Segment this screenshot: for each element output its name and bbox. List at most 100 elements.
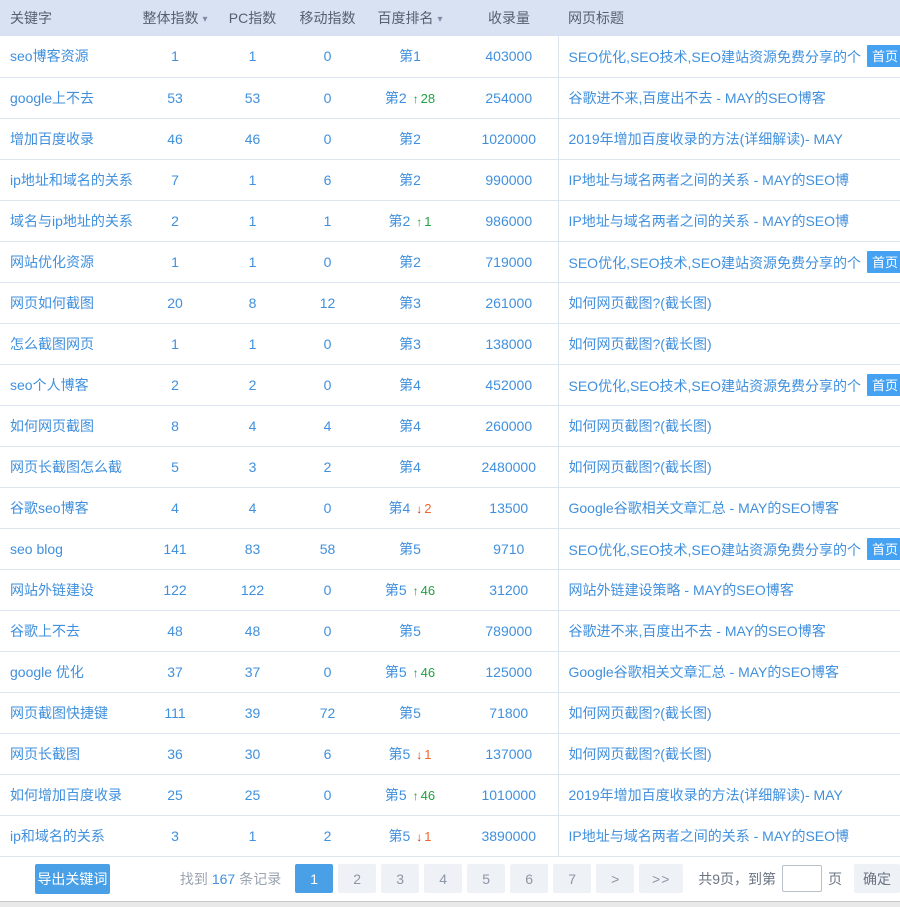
keyword-link[interactable]: 网页如何截图: [10, 294, 94, 311]
keyword-link[interactable]: 谷歌seo博客: [10, 499, 89, 516]
column-label: PC指数: [228, 10, 277, 26]
keyword-link[interactable]: seo blog: [10, 540, 63, 557]
baidu-rank-cell: 第5: [360, 610, 460, 652]
page-title-text: 如何网页截图?(截长图): [568, 335, 712, 352]
rank-position: 第3: [399, 294, 421, 311]
rank-down-icon: ↓: [416, 829, 423, 844]
page-title-text: 谷歌进不来,百度出不去 - MAY的SEO博客: [568, 89, 826, 106]
next-page-button[interactable]: >: [596, 864, 635, 894]
column-header-4[interactable]: 百度排名 ▾: [360, 0, 460, 36]
page-title-text: 如何网页截图?(截长图): [568, 417, 712, 434]
keyword-link[interactable]: 如何增加百度收录: [10, 786, 122, 803]
page-button-3[interactable]: 3: [381, 864, 420, 894]
page-title-cell: 如何网页截图?(截长图): [557, 405, 900, 447]
keyword-cell: 增加百度收录: [0, 118, 140, 160]
goto-page-input[interactable]: [782, 865, 822, 893]
baidu-rank-cell: 第2: [360, 159, 460, 201]
indexed-volume-cell: 9710: [460, 528, 558, 570]
baidu-rank-cell: 第5 ↑ 46: [360, 569, 460, 611]
indexed-volume-cell: 452000: [460, 364, 558, 406]
overall-index-cell: 3: [140, 815, 210, 857]
page-button-6[interactable]: 6: [510, 864, 549, 894]
column-header-1[interactable]: 整体指数 ▾: [140, 0, 210, 36]
keyword-link[interactable]: 网页长截图: [10, 745, 80, 762]
export-keywords-button[interactable]: 导出关键词: [35, 863, 110, 894]
column-label: 收录量: [488, 10, 530, 26]
rank-down-icon: ↓: [416, 747, 423, 762]
confirm-button[interactable]: 确定: [854, 864, 900, 894]
pc-index-cell: 30: [210, 733, 295, 775]
keyword-link[interactable]: 网站优化资源: [10, 253, 94, 270]
pc-index-cell: 4: [210, 405, 295, 447]
keyword-link[interactable]: 谷歌上不去: [10, 622, 80, 639]
page-title-cell: 如何网页截图?(截长图): [557, 733, 900, 775]
column-label: 百度排名: [377, 10, 434, 26]
page-button-5[interactable]: 5: [467, 864, 506, 894]
rank-position: 第4: [399, 458, 421, 475]
mobile-index-cell: 1: [295, 200, 360, 242]
keyword-cell: 怎么截图网页: [0, 323, 140, 365]
rank-change-value: 2: [424, 500, 432, 516]
keyword-table: 关键字 整体指数 ▾ PC指数 移动指数 百度排名 ▾ 收录量 网页标题 seo博客资源 1 1 0 第…: [0, 0, 900, 857]
keyword-link[interactable]: google上不去: [10, 89, 95, 106]
baidu-rank-cell: 第5 ↑ 46: [360, 774, 460, 816]
keyword-link[interactable]: 网站外链建设: [10, 581, 94, 598]
indexed-volume-cell: 1020000: [460, 118, 558, 160]
indexed-volume-cell: 2480000: [460, 446, 558, 488]
table-row: 谷歌seo博客 4 4 0 第4 ↓ 2 13500 Google谷歌相关文章汇总 - MAY的…: [0, 487, 900, 529]
keyword-link[interactable]: 如何网页截图: [10, 417, 94, 434]
table-row: seo blog 141 83 58 第5 9710 SEO优化,SEO技术,SEO建站资源…: [0, 528, 900, 570]
column-header-3: 移动指数: [295, 0, 360, 36]
pc-index-cell: 46: [210, 118, 295, 160]
page-title-cell: SEO优化,SEO技术,SEO建站资源免费分享的个 首页: [557, 241, 900, 283]
mobile-index-cell: 0: [295, 364, 360, 406]
rank-change: ↑ 46: [413, 665, 435, 680]
keyword-link[interactable]: 怎么截图网页: [10, 335, 94, 352]
indexed-volume-cell: 990000: [460, 159, 558, 201]
keyword-cell: 谷歌seo博客: [0, 487, 140, 529]
table-row: ip和域名的关系 3 1 2 第5 ↓ 1 3890000 IP地址与域名两者之间的关系 - M…: [0, 815, 900, 857]
keyword-cell: seo博客资源: [0, 36, 140, 78]
keyword-link[interactable]: google 优化: [10, 663, 84, 680]
table-row: 网站优化资源 1 1 0 第2 719000 SEO优化,SEO技术,SEO建站资源免费分享…: [0, 241, 900, 283]
overall-index-cell: 36: [140, 733, 210, 775]
mobile-index-cell: 0: [295, 241, 360, 283]
indexed-volume-cell: 3890000: [460, 815, 558, 857]
rank-position: 第4: [388, 499, 411, 516]
baidu-rank-cell: 第2 ↑ 1: [360, 200, 460, 242]
last-page-button[interactable]: >>: [639, 864, 684, 894]
page-button-7[interactable]: 7: [553, 864, 592, 894]
overall-index-cell: 1: [140, 36, 210, 78]
keyword-link[interactable]: seo个人博客: [10, 376, 89, 393]
table-row: 网站外链建设 122 122 0 第5 ↑ 46 31200 网站外链建设策略 - MAY的SE…: [0, 569, 900, 611]
baidu-rank-cell: 第2: [360, 118, 460, 160]
mobile-index-cell: 0: [295, 118, 360, 160]
page-button-2[interactable]: 2: [338, 864, 377, 894]
baidu-rank-cell: 第5: [360, 692, 460, 734]
keyword-cell: ip和域名的关系: [0, 815, 140, 857]
overall-index-cell: 2: [140, 364, 210, 406]
sort-down-icon: ▾: [437, 14, 443, 25]
keyword-link[interactable]: ip地址和域名的关系: [10, 171, 133, 188]
mobile-index-cell: 2: [295, 446, 360, 488]
page-suffix-text: 页: [828, 870, 842, 887]
page-button-4[interactable]: 4: [424, 864, 463, 894]
page-title-text: IP地址与域名两者之间的关系 - MAY的SEO博: [568, 827, 850, 844]
overall-index-cell: 53: [140, 77, 210, 119]
keyword-cell: 网站外链建设: [0, 569, 140, 611]
keyword-link[interactable]: 域名与ip地址的关系: [10, 212, 133, 229]
page-title-cell: 如何网页截图?(截长图): [557, 692, 900, 734]
keyword-link[interactable]: 网页长截图怎么截: [10, 458, 122, 475]
keyword-link[interactable]: 增加百度收录: [10, 130, 94, 147]
pc-index-cell: 1: [210, 159, 295, 201]
page-title-text: SEO优化,SEO技术,SEO建站资源免费分享的个: [568, 49, 861, 66]
keyword-link[interactable]: seo博客资源: [10, 48, 89, 65]
mobile-index-cell: 6: [295, 733, 360, 775]
rank-change: ↑ 46: [413, 583, 435, 598]
page-button-1[interactable]: 1: [295, 864, 334, 894]
rank-change: ↓ 1: [416, 829, 431, 844]
table-row: 网页长截图怎么截 5 3 2 第4 2480000 如何网页截图?(截长图): [0, 446, 900, 488]
rank-position: 第5: [388, 745, 411, 762]
keyword-link[interactable]: 网页截图快捷键: [10, 704, 108, 721]
keyword-link[interactable]: ip和域名的关系: [10, 827, 105, 844]
